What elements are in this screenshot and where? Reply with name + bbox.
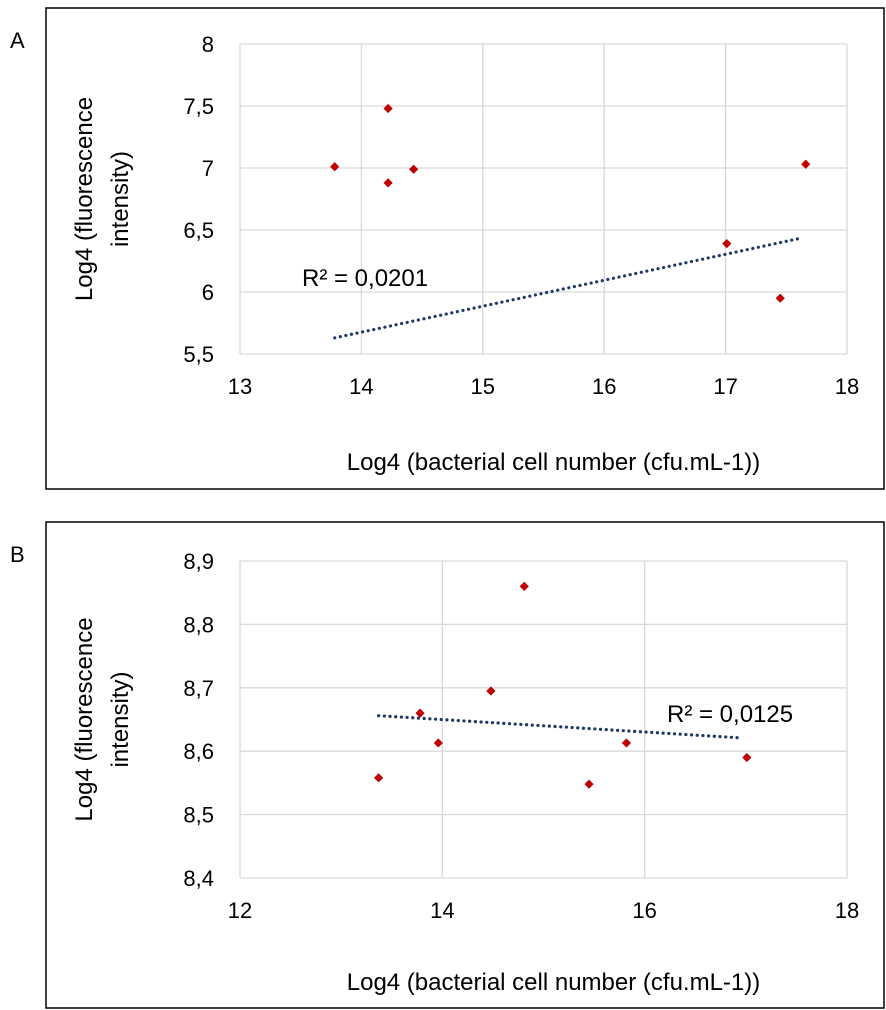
y-tick-label: 8,7 [183,676,214,701]
y-tick-label: 6 [202,280,214,305]
data-point [722,239,732,249]
y-tick-label: 8,4 [183,866,214,891]
chart-a: 13 14 15 16 17 18 5,5 6 6,5 7 7,5 8 R² = 0,0201 Log4 … [71,32,859,476]
x-tick-label: 12 [228,898,252,923]
data-point [433,738,443,748]
data-point [742,752,752,763]
x-tick-label: 14 [349,374,373,399]
panel-a-frame [45,7,885,490]
data-point [373,773,384,783]
data-point [775,293,785,303]
data-point [486,686,496,696]
y-axis-title-line: Log4 (fluorescence [71,97,98,301]
data-point [409,164,419,174]
data-point [330,162,340,172]
y-tick-label: 6,5 [183,218,214,243]
r-squared-label: R² = 0,0201 [302,265,428,292]
y-tick-label: 8 [202,32,214,57]
trendline [333,237,801,340]
data-point [519,581,529,591]
data-point [415,708,425,718]
y-axis-title-line: intensity) [107,671,134,767]
y-tick-label: 8,6 [183,739,214,764]
trendline [376,714,743,740]
data-point [584,779,594,789]
chart-b: 12 14 16 18 8,4 8,5 8,6 8,7 8,8 8,9 R² = 0,0125 Log… [71,549,859,996]
y-tick-label: 7,5 [183,94,214,119]
data-point [383,178,393,188]
x-tick-label: 18 [835,374,859,399]
x-tick-label: 16 [632,898,656,923]
x-axis-title: Log4 (bacterial cell number (cfu.mL-1)) [347,449,761,476]
y-axis-title-line: intensity) [107,151,134,247]
y-tick-label: 8,8 [183,612,214,637]
panel-b-frame [45,521,885,1009]
x-tick-label: 16 [592,374,616,399]
x-tick-label: 13 [228,374,252,399]
data-point [801,159,811,169]
y-tick-label: 5,5 [183,342,214,367]
panel-label-b: B [10,542,25,567]
data-point [621,738,632,748]
r-squared-label: R² = 0,0125 [667,701,793,728]
x-tick-label: 14 [430,898,454,923]
y-tick-label: 8,5 [183,803,214,828]
x-axis-title: Log4 (bacterial cell number (cfu.mL-1)) [347,969,761,996]
panel-label-a: A [10,28,25,53]
x-tick-label: 17 [713,374,737,399]
y-tick-label: 7 [202,156,214,181]
x-tick-label: 15 [471,374,495,399]
x-tick-label: 18 [835,898,859,923]
y-axis-title-line: Log4 (fluorescence [71,617,98,821]
y-tick-label: 8,9 [183,549,214,574]
data-point [383,103,393,114]
